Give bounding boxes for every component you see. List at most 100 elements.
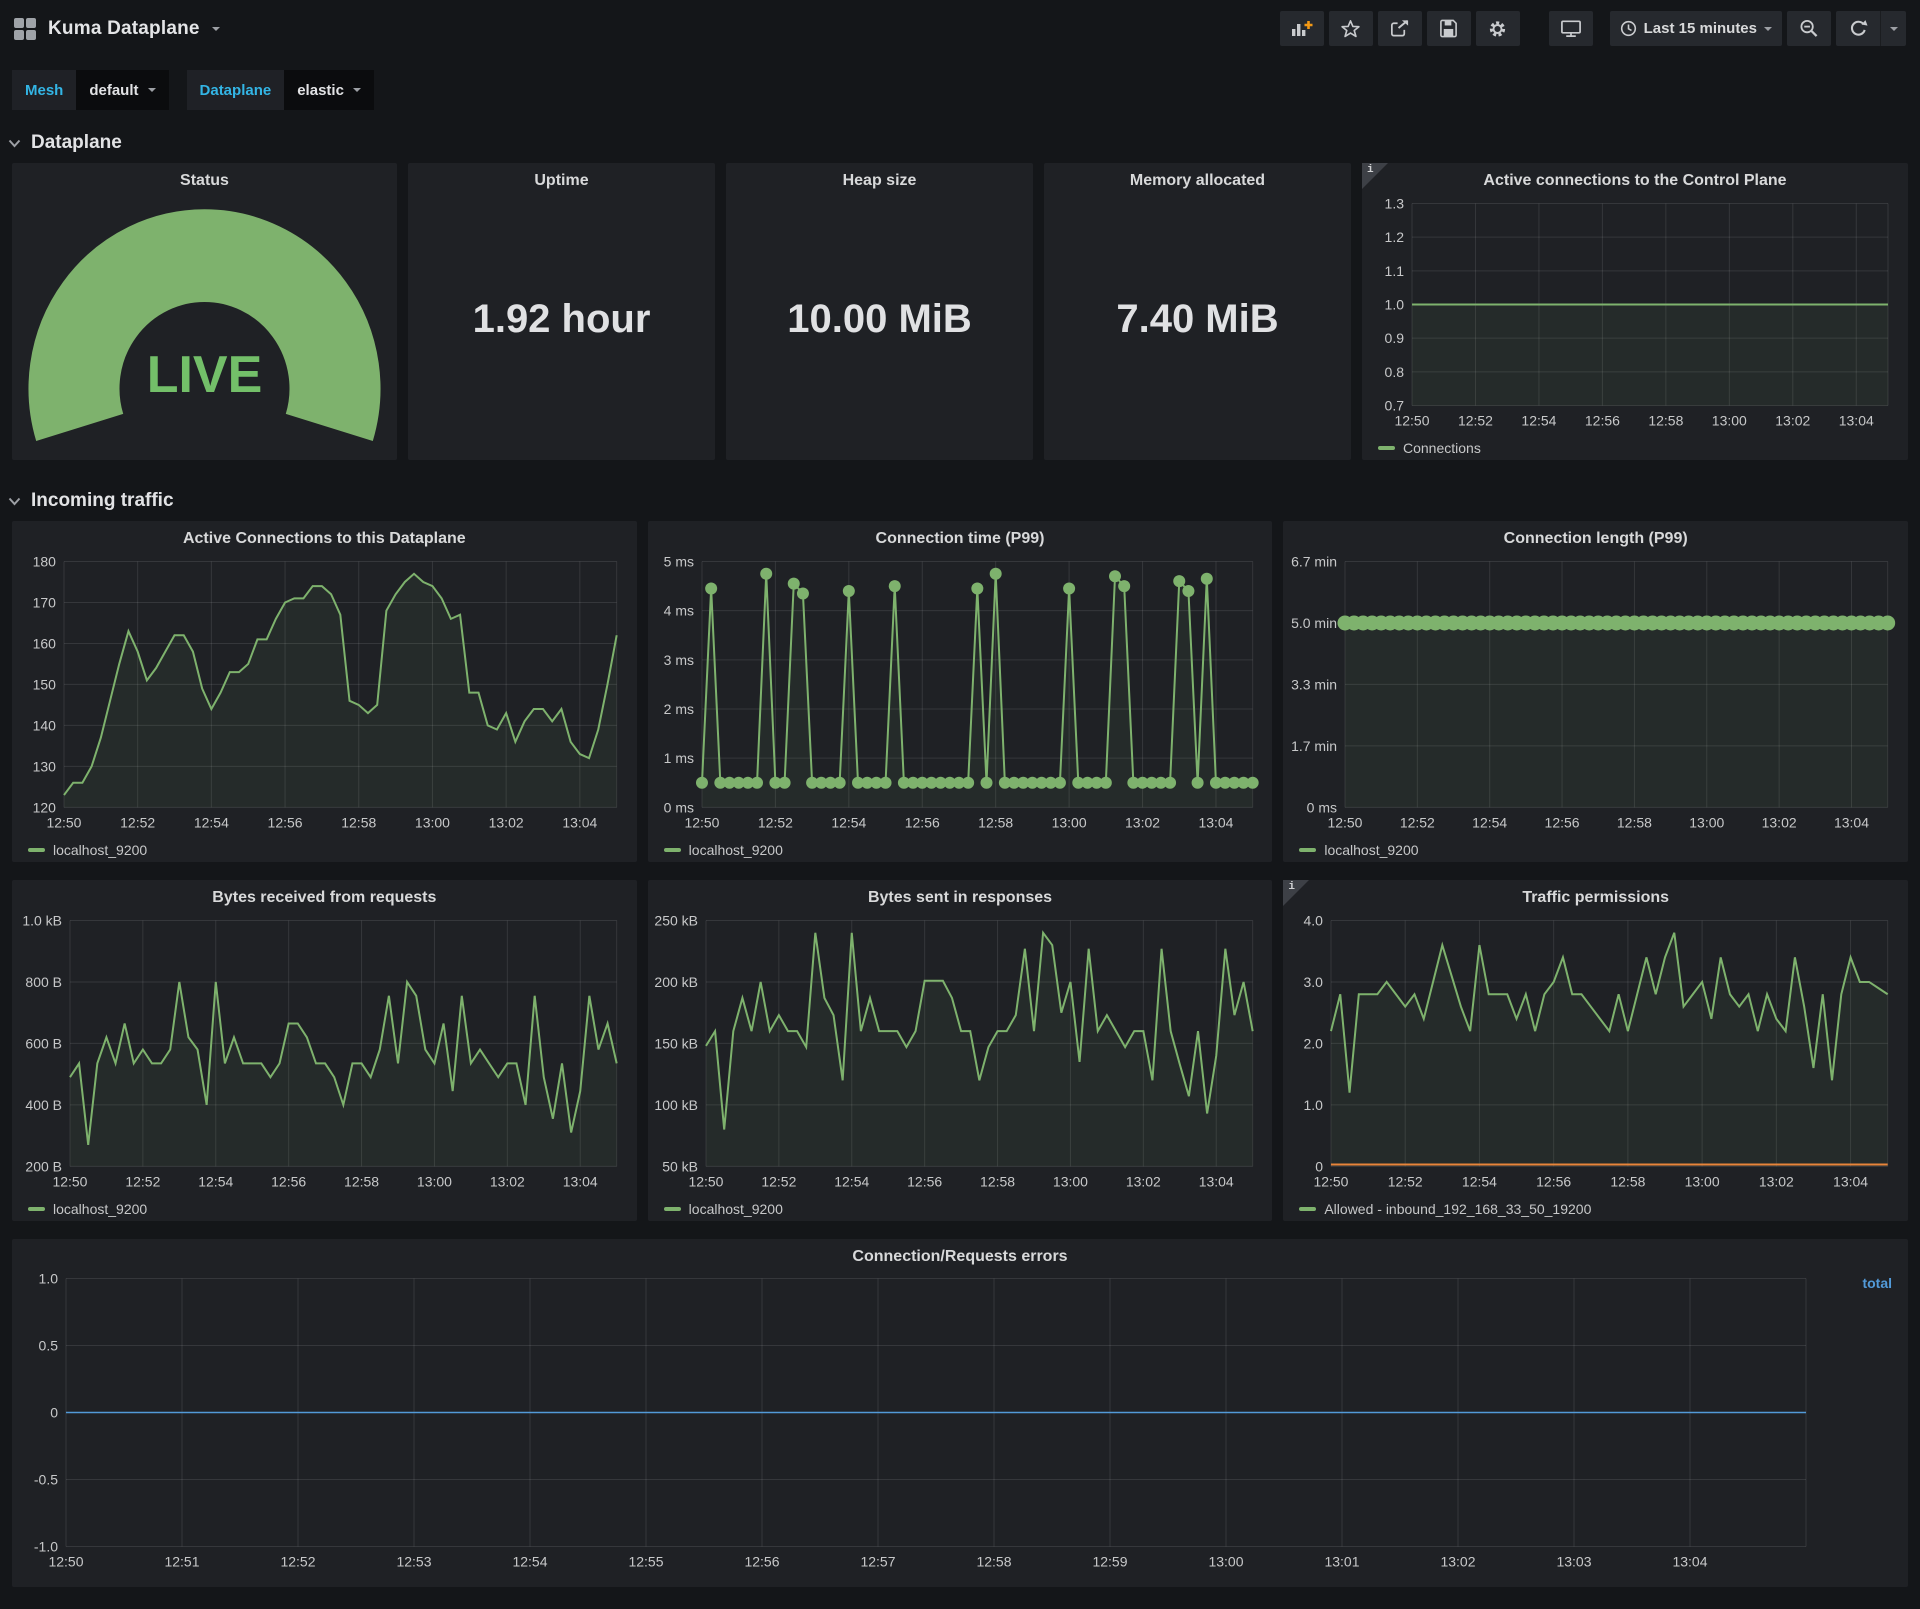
bytes-received-chart[interactable]: 1.0 kB 800 B 600 B 400 B 200 B 12:50 12:52 12:5… [18,908,631,1197]
panel-bytes-sent-title[interactable]: Bytes sent in responses [867,889,1053,906]
x-tick-label: 12:52 [758,814,793,830]
memory-allocated-value: 7.40 MiB [1116,297,1279,341]
dashboard-title-caret-icon[interactable] [211,26,220,31]
variable-dataplane: Dataplane elastic [186,70,374,110]
cycle-view-button[interactable] [1548,11,1593,46]
refresh-button[interactable] [1836,11,1880,46]
save-button[interactable] [1426,11,1471,46]
x-tick-label: 12:57 [860,1554,895,1570]
y-tick-label: 150 [33,676,57,692]
x-tick-label: 12:52 [1400,814,1435,830]
variable-mesh: Mesh default [12,70,169,110]
x-tick-label: 12:52 [1458,412,1493,428]
y-tick-label: 1.2 [1385,229,1405,245]
panel-uptime-title[interactable]: Uptime [534,172,589,189]
control-plane-connections-plot: 1.3 1.2 1.1 1.0 0.9 0.8 0.712:50 12:52 12:54 12:5… [1385,195,1889,428]
y-tick-label: 1.0 [1304,1097,1324,1113]
legend-series-label[interactable]: Connections [1403,439,1481,456]
y-tick-label: 160 [33,635,57,651]
panel-traffic-permissions-title[interactable]: Traffic permissions [1522,889,1670,906]
active-connections-dataplane-chart[interactable]: 180 170 160 150 140 130 120 12:50 12:52 12:54 12:5… [18,549,631,838]
panel-memory-allocated: Memory allocated 7.40 MiB [1044,163,1351,460]
y-tick-label: 170 [33,594,57,610]
x-tick-label: 12:50 [688,1173,723,1189]
x-tick-label: 12:50 [1328,814,1363,830]
y-tick-label: 3.0 [1304,974,1324,990]
connection-requests-errors-chart[interactable]: 1.0 0.5 0 -0.5 -1.0 12:50 12:51 12:52 12:53 12:54… [18,1266,1902,1581]
section-dataplane[interactable]: Dataplane [0,120,1920,163]
x-tick-label: 12:56 [904,814,939,830]
x-tick-label: 13:02 [1759,1173,1794,1189]
x-tick-label: 12:54 [1462,1173,1497,1189]
connection-length-chart[interactable]: 6.7 min 5.0 min 3.3 min 1.7 min 0 ms 12:50 12:… [1289,549,1902,838]
legend-series-label[interactable]: localhost_9200 [688,1200,783,1217]
x-tick-label: 13:04 [1672,1554,1707,1570]
x-tick-label: 12:58 [344,1173,379,1189]
panel-heap-size-title[interactable]: Heap size [842,172,917,189]
save-icon [1440,19,1458,38]
heap-size-value: 10.00 MiB [787,297,972,341]
bytes-sent-chart[interactable]: 250 kB 200 kB 150 kB 100 kB 50 kB 12:50 12:52 1… [654,908,1267,1197]
panel-info-icon[interactable]: i [1362,163,1388,189]
bytes-received-plot: 1.0 kB 800 B 600 B 400 B 200 B12:50 12:52 12:5… [22,912,618,1189]
bytes-sent-legend: localhost_9200 [648,1197,1273,1221]
panel-control-plane-connections-title[interactable]: Active connections to the Control Plane [1483,172,1787,189]
settings-button[interactable] [1475,11,1520,46]
traffic-permissions-chart[interactable]: 4.0 3.0 2.0 1.0 0 12:50 12:52 12:54 12:56 12:58 13… [1289,908,1902,1197]
panel-connection-time-title[interactable]: Connection time (P99) [875,530,1045,547]
x-tick-label: 13:03 [1556,1554,1591,1570]
control-plane-connections-chart[interactable]: 1.3 1.2 1.1 1.0 0.9 0.8 0.7 12:50 12:52 12:54 12:5… [1368,191,1902,436]
dashboard-title[interactable]: Kuma Dataplane [48,17,200,39]
x-tick-label: 13:02 [1762,814,1797,830]
y-tick-label: 1.0 kB [22,912,62,928]
zoom-out-button[interactable] [1787,11,1831,46]
variable-dataplane-caret-icon [352,88,361,92]
section-incoming-traffic[interactable]: Incoming traffic [0,478,1920,521]
y-tick-label: 150 kB [654,1035,698,1051]
variable-mesh-select[interactable]: default [76,70,169,110]
variable-dataplane-select[interactable]: elastic [284,70,374,110]
y-tick-label: -1.0 [34,1539,58,1555]
x-tick-label: 12:50 [1394,412,1429,428]
panel-bytes-received: Bytes received from requests 1.0 kB 800 B… [12,880,637,1221]
x-tick-label: 12:52 [120,814,155,830]
legend-series-label[interactable]: Allowed - inbound_192_168_33_50_19200 [1324,1200,1592,1217]
panel-connection-length: Connection length (P99) 6.7 min 5.0 min 3.… [1283,521,1909,862]
legend-series-label[interactable]: localhost_9200 [1324,841,1419,858]
section-incoming-traffic-title: Incoming traffic [31,490,174,511]
connection-time-chart[interactable]: 5 ms 4 ms 3 ms 2 ms 1 ms 0 ms 12:50 12:52 12:54 1… [654,549,1267,838]
y-tick-label: 1.0 [39,1271,59,1287]
panel-active-connections-dataplane-title[interactable]: Active Connections to this Dataplane [182,530,466,547]
panel-bytes-sent: Bytes sent in responses 250 kB 200 kB 150 … [647,880,1273,1221]
panel-info-icon[interactable]: i [1283,880,1310,906]
dashboard-variables: Mesh default Dataplane elastic [0,57,1920,120]
legend-series-label[interactable]: localhost_9200 [53,1200,148,1217]
time-range-picker[interactable]: Last 15 minutes [1609,11,1782,46]
x-tick-label: 13:02 [1775,412,1810,428]
x-tick-label: 13:02 [1440,1554,1475,1570]
star-icon [1341,19,1360,37]
panel-connection-length-title[interactable]: Connection length (P99) [1503,530,1688,547]
panel-memory-allocated-title[interactable]: Memory allocated [1129,172,1266,189]
add-panel-button[interactable] [1279,11,1324,46]
panel-bytes-received-title[interactable]: Bytes received from requests [212,889,437,906]
panel-connection-requests-errors-title[interactable]: Connection/Requests errors [852,1248,1068,1265]
grafana-menu-icon[interactable] [14,17,36,40]
share-button[interactable] [1377,11,1422,46]
y-tick-label: 2 ms [663,701,693,717]
panel-active-connections-dataplane: Active Connections to this Dataplane 180… [12,521,637,862]
x-tick-label: 12:58 [1611,1173,1646,1189]
legend-series-label[interactable]: localhost_9200 [688,841,783,858]
panel-status-title[interactable]: Status [180,172,229,189]
panel-heap-size: Heap size 10.00 MiB [726,163,1033,460]
legend-series-label[interactable]: localhost_9200 [53,841,148,858]
x-tick-label: 13:04 [1198,814,1233,830]
refresh-interval-button[interactable] [1880,11,1906,46]
star-button[interactable] [1328,11,1373,46]
panel-traffic-permissions: i Traffic permissions 4.0 3.0 2.0 1.0 0 12:50… [1283,880,1909,1221]
y-tick-label: 0 [1316,1158,1324,1174]
refresh-interval-caret-icon [1889,26,1898,31]
x-tick-label: 12:52 [280,1554,315,1570]
x-tick-label: 12:54 [831,814,866,830]
legend-series-label[interactable]: total [1862,1275,1892,1291]
